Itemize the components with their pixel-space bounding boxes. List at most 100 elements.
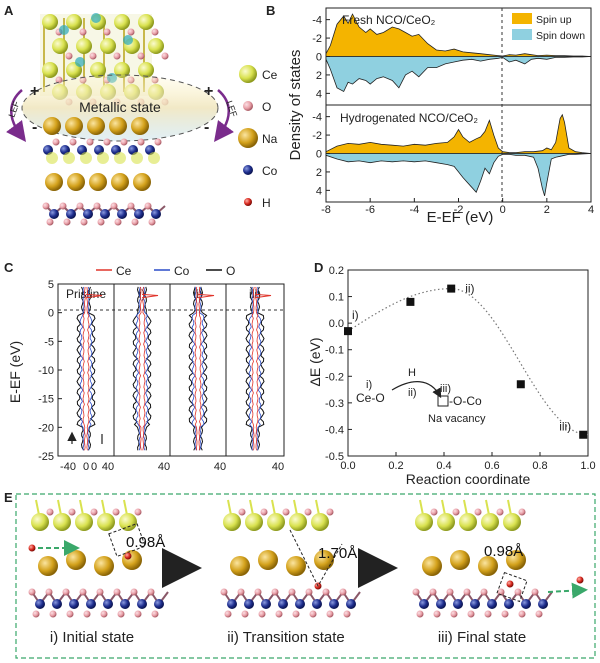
- lef-label-right: LEF: [224, 99, 239, 118]
- ce-atom: [437, 513, 455, 531]
- o-atom: [65, 52, 73, 60]
- panel-d: D i)ii)iii) ΔE (eV) Reaction coordinate …: [307, 260, 596, 487]
- dos-top-plot: [325, 13, 592, 93]
- na-atom: [111, 173, 129, 191]
- o-atom: [484, 610, 492, 618]
- pdos-ytick-label: -10: [38, 365, 54, 377]
- co-atom: [49, 209, 59, 219]
- na-atom: [87, 117, 105, 135]
- plus-sign-left: +: [30, 83, 39, 100]
- legend-h-label: H: [262, 196, 271, 210]
- pdos-trace: [86, 286, 90, 451]
- energy-ytick-label: 0.0: [329, 318, 344, 330]
- o-atom: [66, 610, 74, 618]
- distance-final: 0.98Å: [484, 543, 523, 560]
- ce-atom: [42, 62, 58, 78]
- scheme-vacancy: Na vacancy: [428, 413, 486, 425]
- pdos-trace: [143, 286, 149, 451]
- pdos-xtick-label: 40: [272, 461, 284, 473]
- o-atom: [130, 588, 138, 596]
- co-atom: [244, 599, 254, 609]
- ce-atom: [100, 38, 116, 54]
- dos-ytick-label: -2: [312, 130, 322, 142]
- scheme-iii-label: iii): [440, 383, 451, 395]
- spin-density-blob: [63, 152, 75, 164]
- dos-xtick-label: -2: [454, 204, 464, 216]
- pdos-xtick-label: -40: [60, 461, 76, 473]
- migration-arrow-out: [547, 582, 588, 599]
- lef-arrow-left: [6, 89, 26, 143]
- panel-a: A Metallic state + + - - LEF LEF Ce O Na Co…: [4, 3, 278, 226]
- legend-na-icon: [238, 128, 258, 148]
- o-atom: [531, 588, 539, 596]
- o-atom: [46, 508, 54, 516]
- pdos-trace: [135, 286, 141, 451]
- energy-point: [447, 284, 456, 293]
- ce-atom: [415, 513, 433, 531]
- na-atom: [422, 556, 442, 576]
- o-atom: [496, 508, 504, 516]
- ce-atom: [90, 62, 106, 78]
- panel-b: B Fresh NCO/CeO₂ Hydrogenated NCO/CeO₂ S…: [266, 3, 594, 226]
- o-atom: [518, 508, 526, 516]
- pdos-trace: [79, 286, 85, 451]
- pdos-trace: [82, 286, 86, 451]
- energy-xtick-label: 1.0: [580, 460, 595, 472]
- co-atom: [295, 599, 305, 609]
- dos-ytick-label: 0: [316, 149, 322, 161]
- o-atom: [80, 218, 88, 226]
- co-atom: [436, 599, 446, 609]
- spin-down-swatch: [512, 29, 532, 40]
- o-atom: [416, 610, 424, 618]
- pdos-trace: [87, 286, 96, 451]
- dos-ytick-label: 4: [316, 88, 322, 100]
- ce-atom: [459, 513, 477, 531]
- energy-point-label: iii): [559, 420, 571, 434]
- co-atom: [261, 599, 271, 609]
- o-atom: [151, 610, 159, 618]
- energy-ytick-label: 0.2: [329, 265, 344, 277]
- ce-atom: [138, 62, 154, 78]
- co-atom: [487, 599, 497, 609]
- pdos-trace: [76, 286, 85, 451]
- o-atom: [144, 202, 152, 210]
- o-atom: [52, 138, 60, 146]
- energy-point: [406, 297, 415, 306]
- energy-point: [344, 327, 352, 336]
- dos-ytick-label: -4: [312, 112, 322, 124]
- pdos-ytick-label: -20: [38, 422, 54, 434]
- ce-atom: [97, 513, 115, 531]
- o-atom: [69, 138, 77, 146]
- minus-sign-right: -: [204, 119, 209, 136]
- panel-d-label: D: [314, 260, 323, 275]
- ce-atom: [75, 513, 93, 531]
- vacancy-box: [437, 395, 449, 407]
- o-atom: [86, 138, 94, 146]
- o-atom: [89, 52, 97, 60]
- pdos-trace: [245, 286, 254, 451]
- h-bond-box: [496, 571, 528, 603]
- energy-ytick-label: -0.1: [325, 345, 344, 357]
- na-atom: [109, 117, 127, 135]
- o-atom: [339, 588, 347, 596]
- co-atom: [134, 209, 144, 219]
- energy-point: [579, 430, 588, 439]
- h-bond-box: [108, 522, 146, 558]
- lef-label-left: LEF: [6, 99, 21, 118]
- ce-atom: [245, 513, 263, 531]
- na-atom: [314, 550, 334, 570]
- o-atom: [114, 218, 122, 226]
- na-atom: [258, 550, 278, 570]
- dos-xtick-label: 2: [544, 204, 550, 216]
- metallic-state-label: Metallic state: [79, 99, 161, 115]
- dos-ytick-label: -2: [312, 33, 322, 45]
- pdos-legend-co-label: Co: [174, 264, 190, 278]
- panel-c: C Ce Co O Pristine i) ii) iii) E-EF (eV) 50-5…: [4, 260, 285, 473]
- dos-ytick-label: 2: [316, 70, 322, 82]
- na-atom: [450, 550, 470, 570]
- pdos-columns: Pristine i) ii) iii): [66, 284, 272, 456]
- pdos-trace: [248, 286, 254, 451]
- o-atom: [120, 138, 128, 146]
- energy-point-label: i): [352, 308, 359, 322]
- o-atom: [224, 610, 232, 618]
